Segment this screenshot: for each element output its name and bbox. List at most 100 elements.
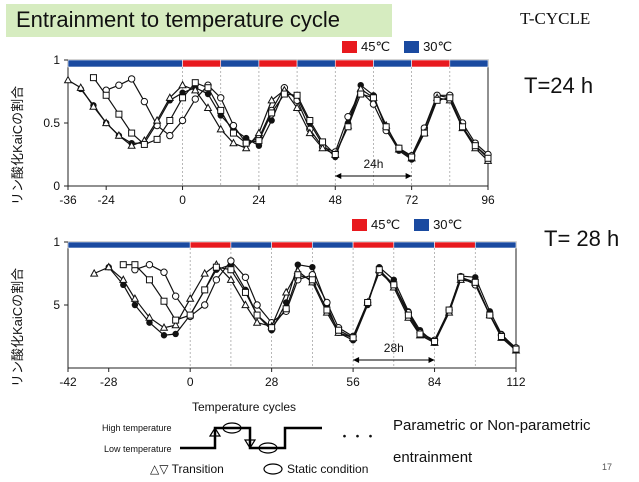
data-point-triangle-open — [356, 84, 365, 93]
x-tick-label: -28 — [100, 375, 118, 389]
static-condition-icon — [258, 442, 278, 454]
data-point-square-open — [115, 110, 123, 118]
data-point-circle-filled — [131, 301, 139, 309]
temperature-waveform — [180, 426, 322, 450]
data-point-triangle-open — [114, 130, 124, 139]
data-point-triangle-open — [101, 118, 111, 127]
data-point-square-open — [369, 94, 377, 102]
temperature-bar-cold — [449, 59, 489, 68]
period-label-bottom: T= 28 h — [544, 226, 620, 251]
legend-hot-label: 45℃ — [361, 39, 391, 54]
data-point-square-open — [255, 137, 263, 145]
y-axis-label-top: リン酸化KaiCの割合 — [10, 85, 25, 205]
series-line-square-open — [93, 77, 489, 159]
data-point-circle-open — [344, 113, 352, 121]
data-point-circle-filled — [376, 264, 383, 271]
temperature-bar-cold — [67, 241, 191, 249]
data-point-circle-filled — [323, 301, 331, 309]
data-point-triangle-open — [363, 297, 372, 306]
data-point-triangle-open — [63, 75, 73, 84]
data-point-square-open — [253, 311, 261, 319]
legend-hot-label: 45℃ — [371, 217, 401, 232]
data-point-square-open — [186, 311, 194, 319]
data-point-square-open — [512, 345, 520, 353]
data-point-triangle-open — [267, 321, 276, 330]
x-tick-label: 0 — [179, 193, 186, 207]
data-point-circle-filled — [242, 286, 249, 294]
data-point-circle-open — [282, 307, 290, 315]
data-point-square-open — [268, 324, 276, 332]
data-point-circle-filled — [433, 92, 441, 99]
temperature-bar-hot — [258, 59, 298, 68]
data-point-circle-filled — [204, 90, 212, 98]
data-point-circle-open — [102, 86, 110, 94]
data-point-square-open — [349, 334, 357, 342]
data-point-circle-open — [229, 121, 238, 130]
x-tick-label: 72 — [405, 193, 419, 207]
data-point-circle-filled — [105, 264, 112, 271]
data-point-circle-open — [390, 281, 398, 289]
data-point-square-open — [390, 281, 398, 289]
data-point-square-open — [172, 316, 180, 324]
data-point-circle-filled — [332, 153, 339, 161]
data-point-triangle-open — [331, 149, 340, 158]
data-point-triangle-open — [293, 266, 303, 275]
data-point-circle-filled — [268, 327, 275, 334]
data-point-circle-open — [331, 148, 339, 156]
data-point-circle-filled — [382, 126, 390, 133]
data-point-circle-filled — [141, 139, 148, 147]
data-point-square-open — [446, 94, 454, 102]
data-point-circle-filled — [364, 301, 371, 309]
data-point-circle-open — [253, 301, 261, 309]
legend-cold-swatch — [414, 219, 430, 231]
data-point-square-open — [140, 140, 148, 148]
data-point-square-open — [375, 266, 383, 274]
data-point-triangle-open — [404, 312, 413, 321]
data-point-square-open — [212, 263, 220, 271]
data-point-circle-filled — [349, 337, 357, 344]
x-tick-label: -42 — [59, 375, 77, 389]
data-point-square-open — [459, 123, 467, 131]
data-point-circle-open — [471, 139, 479, 147]
data-point-circle-open — [241, 273, 250, 281]
plot-frame — [67, 59, 489, 187]
data-point-circle-filled — [408, 156, 415, 163]
data-point-triangle-open — [140, 136, 149, 144]
data-point-circle-open — [267, 318, 276, 327]
schematic-title: Temperature cycles — [192, 400, 297, 414]
data-point-circle-filled — [90, 102, 97, 109]
data-point-circle-filled — [472, 142, 479, 149]
static-legend: Static condition — [287, 462, 369, 476]
y-tick-label: 1 — [53, 53, 60, 67]
period-label-top: T=24 h — [524, 73, 594, 98]
data-point-square-open — [416, 330, 424, 338]
static-condition-legend-icon — [263, 463, 283, 475]
data-point-circle-filled — [282, 299, 290, 306]
data-point-triangle-open — [119, 275, 128, 283]
temperature-bar-hot — [434, 241, 476, 249]
schematic-low-label: Low temperature — [104, 444, 172, 454]
data-point-circle-open — [255, 134, 263, 142]
data-point-square-open — [294, 271, 302, 279]
data-point-circle-filled — [227, 261, 235, 268]
temperature-bar-cold — [373, 59, 412, 68]
data-point-square-open — [102, 91, 110, 99]
data-point-circle-open — [334, 323, 343, 332]
data-point-triangle-open — [415, 330, 425, 339]
data-point-square-open — [457, 273, 465, 281]
data-point-square-open — [227, 266, 235, 274]
data-point-triangle-open — [281, 287, 291, 296]
data-point-triangle-open — [127, 141, 136, 149]
x-tick-label: -24 — [98, 193, 116, 207]
temperature-bar-cold — [230, 241, 272, 249]
y-tick-label: 5 — [53, 298, 60, 312]
data-point-square-open — [308, 276, 316, 284]
data-point-triangle-open — [511, 345, 521, 354]
data-point-square-open — [268, 109, 276, 117]
data-point-square-open — [282, 305, 290, 313]
data-point-circle-open — [458, 119, 467, 127]
data-point-square-open — [179, 94, 187, 102]
x-tick-label: -36 — [59, 193, 77, 207]
series-line-square-open — [123, 264, 517, 350]
data-point-circle-filled — [319, 141, 326, 148]
